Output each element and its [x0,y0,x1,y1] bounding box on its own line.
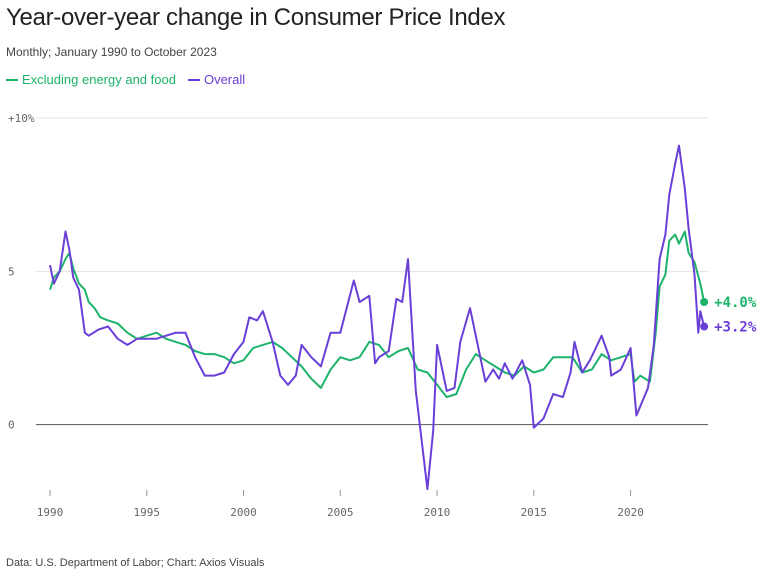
x-tick-label: 2010 [424,506,451,519]
chart-title: Year-over-year change in Consumer Price … [6,4,506,31]
legend-item-overall: Overall [187,72,246,87]
x-tick-label: 2005 [327,506,354,519]
x-tick-label: 2000 [230,506,257,519]
end-label-core: +4.0% [714,295,757,311]
end-point-overall [700,322,709,331]
y-tick-label: +10% [8,112,35,125]
x-tick-label: 2020 [617,506,644,519]
source-note: Data: U.S. Department of Labor; Chart: A… [6,557,265,569]
end-point-core [700,298,709,306]
series-line-overall [49,144,706,491]
legend-label-overall: Overall [203,72,246,87]
legend-swatch-core [6,78,18,81]
y-tick-label: 0 [8,419,15,432]
legend-label-core: Excluding energy and food [22,72,176,87]
end-label-overall: +3.2% [714,320,757,336]
x-tick-label: 2015 [521,506,548,519]
x-tick-label: 1995 [134,506,161,519]
chart-subtitle: Monthly; January 1990 to October 2023 [6,45,217,59]
legend-item-core: Excluding energy and food [6,72,176,87]
series-line-core [49,230,706,399]
x-tick-label: 1990 [37,506,64,519]
legend-swatch-overall [187,78,200,81]
y-tick-label: 5 [8,265,15,278]
legend: Excluding energy and food Overall [6,72,245,87]
